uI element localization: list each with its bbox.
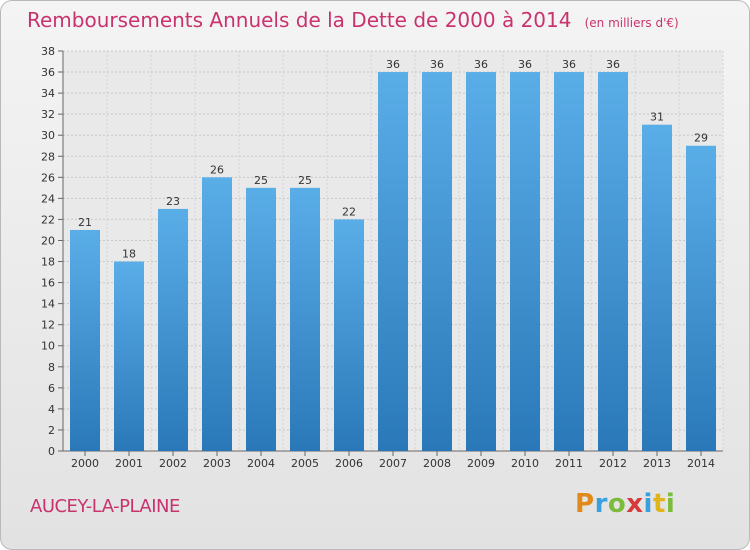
data-label: 36 — [474, 58, 488, 71]
x-tick-label: 2002 — [159, 457, 187, 470]
bar — [246, 187, 276, 451]
data-label: 36 — [562, 58, 576, 71]
bar — [158, 208, 188, 451]
y-tick-label: 8 — [48, 361, 55, 374]
x-tick-label: 2004 — [247, 457, 275, 470]
y-tick-label: 26 — [41, 171, 55, 184]
data-label: 25 — [298, 174, 312, 187]
bar — [378, 72, 408, 451]
bar — [202, 177, 232, 451]
bar — [554, 72, 584, 451]
y-tick-label: 30 — [41, 129, 55, 142]
bar — [686, 145, 716, 451]
x-tick-label: 2013 — [643, 457, 671, 470]
bar — [290, 187, 320, 451]
y-tick-label: 4 — [48, 403, 55, 416]
data-label: 36 — [606, 58, 620, 71]
y-tick-label: 28 — [41, 150, 55, 163]
y-tick-label: 18 — [41, 256, 55, 269]
x-tick-label: 2003 — [203, 457, 231, 470]
y-tick-label: 34 — [41, 87, 55, 100]
x-tick-label: 2012 — [599, 457, 627, 470]
x-tick-label: 2008 — [423, 457, 451, 470]
x-tick-label: 2009 — [467, 457, 495, 470]
data-label: 36 — [386, 58, 400, 71]
y-tick-label: 2 — [48, 424, 55, 437]
chart-title-block: Remboursements Annuels de la Dette de 20… — [27, 8, 679, 32]
y-tick-label: 10 — [41, 340, 55, 353]
y-tick-label: 14 — [41, 298, 55, 311]
data-label: 36 — [518, 58, 532, 71]
x-tick-label: 2006 — [335, 457, 363, 470]
x-tick-label: 2001 — [115, 457, 143, 470]
data-label: 23 — [166, 195, 180, 208]
chart-unit-note: (en milliers d'€) — [584, 16, 679, 30]
bar — [334, 219, 364, 451]
y-tick-label: 6 — [48, 382, 55, 395]
y-tick-label: 0 — [48, 445, 55, 458]
x-tick-label: 2005 — [291, 457, 319, 470]
data-label: 25 — [254, 174, 268, 187]
location-label: AUCEY-LA-PLAINE — [30, 496, 180, 517]
y-tick-label: 16 — [41, 277, 55, 290]
data-label: 18 — [122, 248, 136, 261]
bar — [598, 72, 628, 451]
bar — [114, 261, 144, 451]
x-tick-label: 2000 — [71, 457, 99, 470]
chart-title: Remboursements Annuels de la Dette de 20… — [27, 8, 572, 32]
data-label: 31 — [650, 111, 664, 124]
data-label: 29 — [694, 132, 708, 145]
y-tick-label: 32 — [41, 108, 55, 121]
bar — [70, 229, 100, 451]
bar — [510, 72, 540, 451]
proxiti-logo: Proxiti — [575, 489, 676, 519]
bar — [466, 72, 496, 451]
bar — [422, 72, 452, 451]
data-label: 21 — [78, 216, 92, 229]
data-label: 26 — [210, 163, 224, 176]
y-tick-label: 38 — [41, 45, 55, 58]
data-label: 22 — [342, 205, 356, 218]
data-label: 36 — [430, 58, 444, 71]
y-tick-label: 20 — [41, 234, 55, 247]
y-tick-label: 24 — [41, 192, 55, 205]
y-tick-label: 22 — [41, 213, 55, 226]
x-tick-label: 2007 — [379, 457, 407, 470]
bar — [642, 124, 672, 452]
y-tick-label: 12 — [41, 319, 55, 332]
x-tick-label: 2014 — [687, 457, 715, 470]
x-tick-label: 2010 — [511, 457, 539, 470]
y-tick-label: 36 — [41, 66, 55, 79]
x-tick-label: 2011 — [555, 457, 583, 470]
